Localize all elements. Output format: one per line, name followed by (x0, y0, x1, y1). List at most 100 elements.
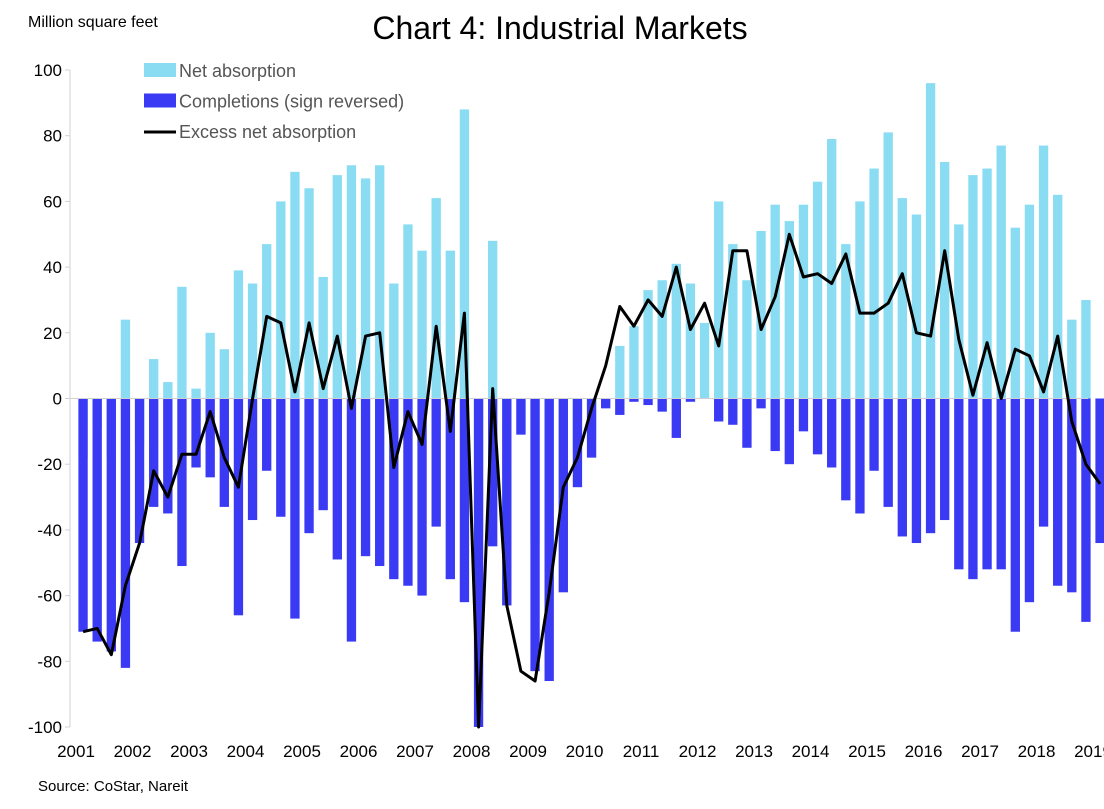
net-absorption-bar (304, 188, 314, 399)
completions-bar (643, 398, 653, 406)
x-tick-label: 2006 (340, 742, 378, 761)
x-tick-label: 2004 (227, 742, 265, 761)
completions-bar (318, 398, 328, 511)
net-absorption-bar (488, 240, 498, 399)
completions-bars (78, 398, 1104, 727)
x-tick-label: 2005 (283, 742, 321, 761)
chart-plot: 100 80 60 40 20 0 -20 -40 -60 -80 -100 2001 2002 2003… (28, 61, 1104, 761)
x-tick-label: 2007 (396, 742, 434, 761)
net-absorption-bar (996, 145, 1006, 399)
net-absorption-bar (332, 175, 342, 399)
completions-bar (671, 398, 681, 438)
net-absorption-bar (219, 349, 229, 399)
net-absorption-bar (968, 175, 978, 399)
net-absorption-bar (205, 332, 215, 399)
y-tick-label: -20 (37, 455, 62, 474)
net-absorption-bar (770, 204, 780, 399)
completions-bar (954, 398, 964, 570)
x-tick-label: 2014 (792, 742, 830, 761)
x-tick-label: 2013 (735, 742, 773, 761)
net-absorption-bar (982, 168, 992, 399)
net-absorption-bar (276, 201, 286, 399)
completions-bar (290, 398, 300, 619)
completions-bar (346, 398, 357, 642)
completions-bar (120, 398, 131, 668)
net-absorption-bar (925, 83, 936, 399)
net-absorption-bar (375, 165, 385, 399)
net-absorption-bar (417, 250, 427, 399)
completions-bar (1024, 398, 1035, 603)
y-tick-label: 0 (53, 390, 62, 409)
completions-bar (360, 398, 371, 557)
completions-bar (756, 398, 766, 409)
net-absorption-bar (389, 283, 399, 399)
y-tick-label: 80 (43, 127, 62, 146)
completions-bar (304, 398, 314, 534)
completions-bar (1095, 398, 1104, 544)
completions-bar (276, 398, 286, 517)
completions-bar (770, 398, 780, 452)
completions-bar (685, 398, 696, 402)
net-absorption-bar (883, 132, 893, 399)
net-absorption-bar (685, 283, 696, 399)
completions-bar (714, 398, 724, 422)
completions-bar (163, 398, 173, 514)
x-tick-label: 2009 (509, 742, 547, 761)
chart-title: Chart 4: Industrial Markets (372, 10, 748, 46)
completions-bar (106, 398, 116, 652)
net-absorption-bar (149, 359, 159, 399)
completions-bar (897, 398, 907, 537)
net-absorption-bar (855, 201, 865, 399)
completions-bar (389, 398, 399, 580)
net-absorption-bar (233, 270, 244, 399)
net-absorption-bar (812, 181, 823, 399)
x-tick-label: 2019 (1074, 742, 1104, 761)
completions-bar (149, 398, 159, 507)
x-tick-label: 2001 (57, 742, 95, 761)
net-absorption-bar (897, 198, 907, 399)
net-absorption-bar (1010, 227, 1020, 399)
x-tick-label: 2008 (453, 742, 491, 761)
legend-label: Net absorption (179, 61, 296, 81)
net-absorption-bar (459, 109, 470, 399)
completions-bar (205, 398, 215, 478)
completions-bar (78, 398, 88, 632)
completions-bar (968, 398, 978, 580)
net-absorption-bar (798, 204, 809, 399)
completions-bar (177, 398, 187, 567)
net-absorption-bar (671, 263, 681, 399)
net-absorption-bar (869, 168, 879, 399)
completions-bar (375, 398, 385, 567)
completions-bar (92, 398, 102, 642)
chart-axes: 100 80 60 40 20 0 -20 -40 -60 -80 -100 2001 2002 2003… (28, 61, 1104, 761)
net-absorption-bar (954, 224, 964, 399)
legend-label: Completions (sign reversed) (179, 92, 404, 112)
net-absorption-bar (1067, 319, 1077, 399)
legend-swatch (144, 93, 176, 108)
completions-bar (1038, 398, 1049, 527)
completions-bar (629, 398, 639, 402)
net-absorption-bar (841, 244, 851, 399)
completions-bar (134, 398, 145, 544)
completions-bar (982, 398, 992, 570)
net-absorption-bars (78, 83, 1091, 603)
net-absorption-bar (290, 171, 300, 399)
net-absorption-bar (177, 286, 187, 399)
completions-bar (911, 398, 922, 544)
completions-bar (827, 398, 837, 468)
net-absorption-bar (445, 250, 455, 399)
net-absorption-bar (615, 345, 625, 399)
legend-swatch (144, 63, 176, 77)
completions-bar (191, 398, 201, 468)
completions-bar (1067, 398, 1077, 593)
net-absorption-bar (714, 201, 724, 399)
net-absorption-bar (1053, 194, 1063, 399)
x-tick-label: 2018 (1018, 742, 1056, 761)
net-absorption-bar (911, 214, 922, 399)
excess-net-absorption-line (82, 232, 1102, 729)
excess-net-absorption-line-layer (82, 232, 1102, 729)
net-absorption-bar (403, 224, 413, 399)
completions-bar (657, 398, 667, 412)
completions-bar (247, 398, 258, 521)
completions-bar (262, 398, 272, 471)
